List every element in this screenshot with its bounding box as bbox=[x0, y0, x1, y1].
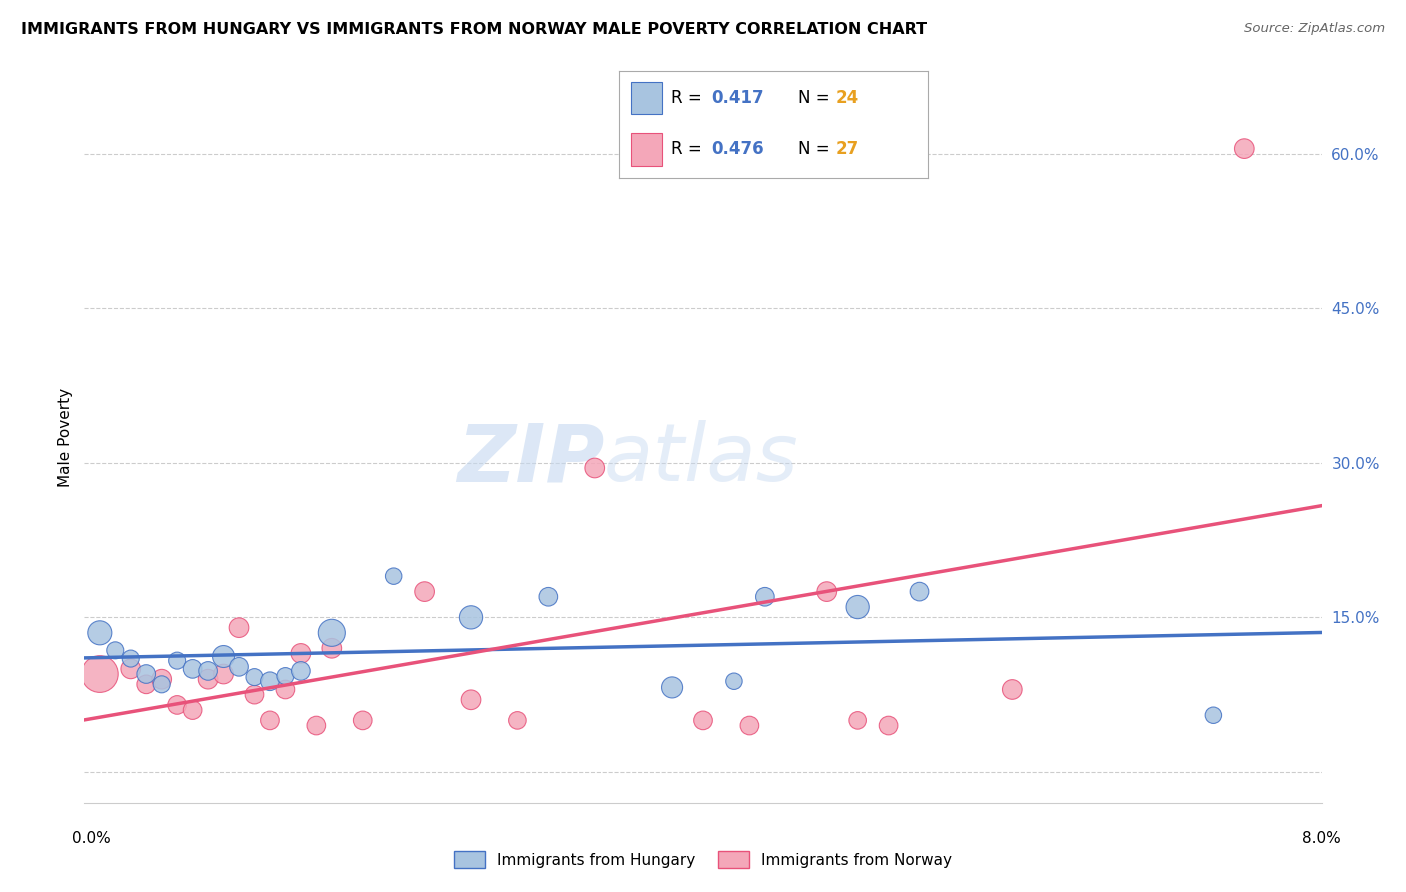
Point bbox=[846, 600, 869, 615]
Point bbox=[305, 718, 328, 732]
Point bbox=[692, 714, 714, 728]
Point bbox=[135, 677, 157, 691]
Point bbox=[321, 625, 343, 640]
Text: N =: N = bbox=[799, 141, 835, 159]
Y-axis label: Male Poverty: Male Poverty bbox=[58, 387, 73, 487]
Point bbox=[583, 461, 606, 475]
Point bbox=[815, 584, 838, 599]
Text: N =: N = bbox=[799, 89, 835, 107]
Point bbox=[197, 672, 219, 686]
Point bbox=[228, 660, 250, 674]
Point bbox=[738, 718, 761, 732]
Text: Source: ZipAtlas.com: Source: ZipAtlas.com bbox=[1244, 22, 1385, 36]
Point bbox=[1202, 708, 1225, 723]
Text: 0.0%: 0.0% bbox=[72, 831, 111, 846]
Point bbox=[228, 621, 250, 635]
Point bbox=[661, 681, 683, 695]
Point bbox=[135, 667, 157, 681]
Point bbox=[197, 664, 219, 678]
Text: 0.476: 0.476 bbox=[711, 141, 763, 159]
Point bbox=[166, 654, 188, 668]
Bar bbox=[631, 134, 662, 166]
Point bbox=[382, 569, 405, 583]
Point bbox=[120, 651, 142, 665]
Text: 24: 24 bbox=[835, 89, 859, 107]
Point bbox=[243, 670, 266, 684]
Point bbox=[212, 649, 235, 664]
Point bbox=[723, 674, 745, 689]
Point bbox=[413, 584, 436, 599]
Point bbox=[89, 625, 111, 640]
Point bbox=[181, 703, 204, 717]
Point bbox=[352, 714, 374, 728]
Point bbox=[506, 714, 529, 728]
Point bbox=[274, 669, 297, 683]
Point bbox=[120, 662, 142, 676]
Text: ZIP: ZIP bbox=[457, 420, 605, 498]
Legend: Immigrants from Hungary, Immigrants from Norway: Immigrants from Hungary, Immigrants from… bbox=[454, 851, 952, 868]
Point bbox=[754, 590, 776, 604]
Text: IMMIGRANTS FROM HUNGARY VS IMMIGRANTS FROM NORWAY MALE POVERTY CORRELATION CHART: IMMIGRANTS FROM HUNGARY VS IMMIGRANTS FR… bbox=[21, 22, 927, 37]
Point bbox=[104, 643, 127, 657]
Point bbox=[243, 688, 266, 702]
Text: atlas: atlas bbox=[605, 420, 799, 498]
Point bbox=[1001, 682, 1024, 697]
Point bbox=[259, 674, 281, 689]
Point bbox=[166, 698, 188, 712]
Point bbox=[290, 647, 312, 661]
Point bbox=[150, 677, 173, 691]
Text: 0.417: 0.417 bbox=[711, 89, 763, 107]
Text: 8.0%: 8.0% bbox=[1302, 831, 1341, 846]
Point bbox=[460, 610, 482, 624]
Point bbox=[321, 641, 343, 656]
Point bbox=[908, 584, 931, 599]
Point bbox=[846, 714, 869, 728]
Text: 27: 27 bbox=[835, 141, 859, 159]
Point bbox=[1233, 142, 1256, 156]
Text: R =: R = bbox=[671, 89, 707, 107]
Point bbox=[150, 672, 173, 686]
Point bbox=[290, 664, 312, 678]
Point bbox=[537, 590, 560, 604]
Bar bbox=[631, 82, 662, 114]
Point bbox=[181, 662, 204, 676]
Text: R =: R = bbox=[671, 141, 707, 159]
Point bbox=[89, 667, 111, 681]
Point bbox=[274, 682, 297, 697]
Point bbox=[212, 667, 235, 681]
Point bbox=[460, 693, 482, 707]
Point bbox=[877, 718, 900, 732]
Point bbox=[259, 714, 281, 728]
